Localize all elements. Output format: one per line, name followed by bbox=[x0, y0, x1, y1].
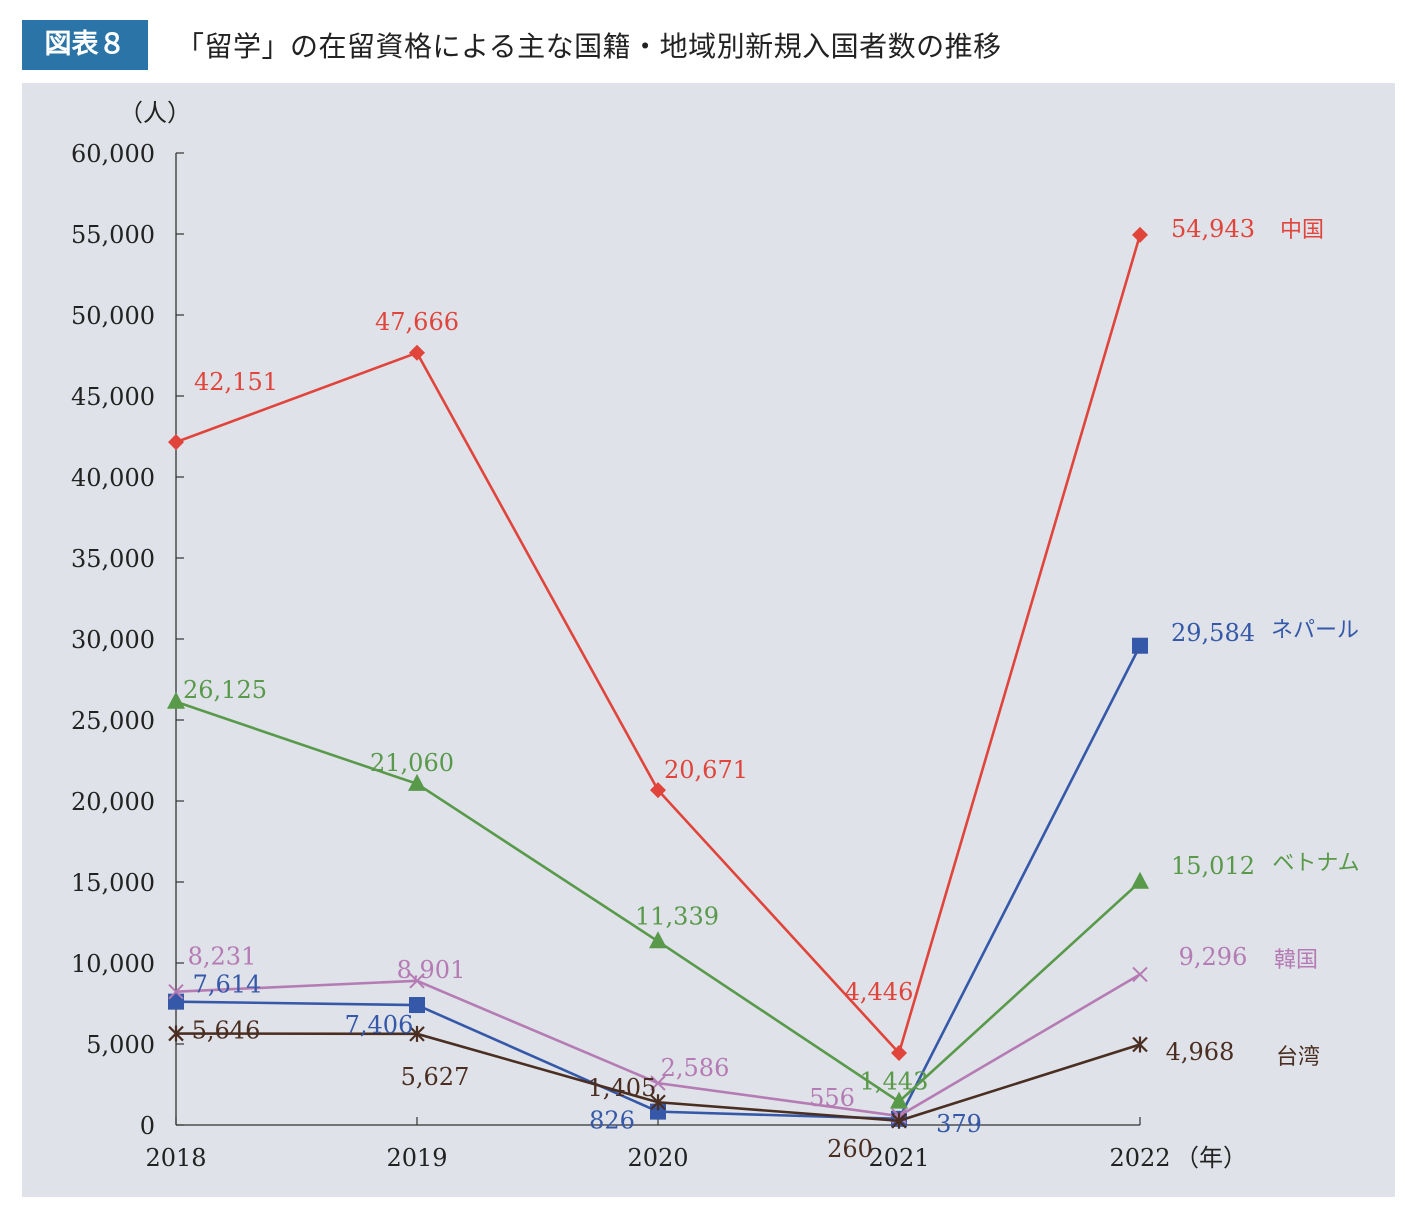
end-value-label: 15,012 bbox=[1171, 852, 1255, 880]
data-point-marker bbox=[409, 344, 425, 361]
y-tick-label: 45,000 bbox=[71, 383, 155, 411]
x-tick-label: 2020 bbox=[627, 1144, 688, 1172]
data-value-label: 1,443 bbox=[860, 1068, 929, 1096]
x-tick-label: 2019 bbox=[386, 1144, 447, 1172]
data-point-marker bbox=[1132, 637, 1148, 654]
x-tick-label: 2022 bbox=[1109, 1144, 1170, 1172]
data-point-marker bbox=[409, 973, 425, 989]
data-point-marker bbox=[891, 1044, 907, 1061]
data-point-marker bbox=[168, 1025, 184, 1042]
x-tick-label: 2021 bbox=[868, 1144, 929, 1172]
series-name-label: ネパール bbox=[1271, 618, 1359, 643]
data-value-label: 5,627 bbox=[401, 1063, 470, 1091]
figure-number-badge: 図表８ bbox=[22, 20, 148, 70]
y-tick-label: 0 bbox=[140, 1112, 155, 1140]
figure-title: 「留学」の在留資格による主な国籍・地域別新規入国者数の推移 bbox=[176, 30, 1002, 63]
y-tick-label: 20,000 bbox=[71, 788, 155, 816]
data-value-label: 556 bbox=[809, 1084, 855, 1112]
data-value-label: 2,586 bbox=[661, 1054, 730, 1082]
series-name-label: 台湾 bbox=[1276, 1045, 1320, 1070]
figure-header: 図表８ 「留学」の在留資格による主な国籍・地域別新規入国者数の推移 bbox=[22, 20, 1002, 70]
data-point-marker bbox=[1131, 871, 1149, 889]
data-point-marker bbox=[168, 993, 184, 1010]
y-tick-label: 40,000 bbox=[71, 464, 155, 492]
data-point-marker bbox=[1132, 226, 1148, 243]
chart-series bbox=[167, 226, 1149, 1129]
y-tick-label: 25,000 bbox=[71, 707, 155, 735]
data-value-label: 47,666 bbox=[375, 308, 459, 336]
data-point-marker bbox=[649, 931, 667, 949]
end-value-label: 4,968 bbox=[1166, 1038, 1235, 1066]
chart-panel bbox=[22, 83, 1395, 1197]
data-point-marker bbox=[650, 782, 666, 799]
y-tick-label: 50,000 bbox=[71, 302, 155, 330]
end-value-label: 54,943 bbox=[1171, 215, 1255, 243]
series-name-label: 中国 bbox=[1280, 218, 1324, 243]
data-value-label: 26,125 bbox=[183, 676, 267, 704]
data-point-marker bbox=[1132, 1036, 1148, 1053]
data-point-marker bbox=[408, 773, 426, 791]
data-value-label: 21,060 bbox=[370, 749, 454, 777]
end-value-label: 29,584 bbox=[1171, 619, 1255, 647]
series-name-label: ベトナム bbox=[1272, 851, 1359, 876]
data-point-marker bbox=[650, 1075, 666, 1091]
chart-labels: 42,151 47,666 20,671 4,446 54,943 中国 7,614 7,40… bbox=[183, 215, 1360, 1163]
y-axis-unit-label: （人） bbox=[119, 99, 191, 127]
end-value-label: 9,296 bbox=[1179, 943, 1248, 971]
data-point-marker bbox=[650, 1094, 666, 1111]
data-value-label: 4,446 bbox=[845, 978, 914, 1006]
data-value-label: 8,231 bbox=[188, 943, 257, 971]
series-name-label: 韓国 bbox=[1274, 948, 1318, 973]
y-tick-label: 55,000 bbox=[71, 221, 155, 249]
data-value-label: 11,339 bbox=[635, 902, 719, 930]
data-value-label: 8,901 bbox=[397, 956, 466, 984]
data-value-label: 1,405 bbox=[588, 1074, 657, 1102]
data-value-label: 5,646 bbox=[192, 1017, 261, 1045]
data-value-label: 20,671 bbox=[664, 756, 748, 784]
data-value-label: 826 bbox=[589, 1107, 635, 1135]
y-tick-label: 10,000 bbox=[71, 950, 155, 978]
data-point-marker bbox=[891, 1112, 907, 1129]
x-tick-label: 2018 bbox=[145, 1144, 206, 1172]
y-tick-label: 30,000 bbox=[71, 626, 155, 654]
chart-axes: 0 5,000 10,000 15,000 20,000 25,000 30,000 35,0… bbox=[71, 99, 1247, 1172]
y-tick-label: 15,000 bbox=[71, 869, 155, 897]
data-point-marker bbox=[409, 1025, 425, 1042]
data-value-label: 42,151 bbox=[194, 368, 278, 396]
series-line-nepal bbox=[175, 645, 1142, 1121]
data-value-label: 379 bbox=[936, 1110, 982, 1138]
data-value-label: 7,614 bbox=[193, 971, 262, 999]
y-tick-label: 60,000 bbox=[71, 140, 155, 168]
data-value-label: 7,406 bbox=[345, 1011, 414, 1039]
data-point-marker bbox=[890, 1091, 908, 1109]
data-point-marker bbox=[167, 691, 185, 709]
data-point-marker bbox=[168, 434, 184, 451]
y-tick-label: 5,000 bbox=[86, 1031, 155, 1059]
data-value-label: 260 bbox=[827, 1135, 873, 1163]
data-point-marker bbox=[168, 983, 184, 1000]
data-point-marker bbox=[409, 997, 425, 1014]
y-tick-label: 35,000 bbox=[71, 545, 155, 573]
data-point-marker bbox=[1132, 966, 1148, 983]
x-axis-unit-label: （年） bbox=[1175, 1144, 1247, 1172]
